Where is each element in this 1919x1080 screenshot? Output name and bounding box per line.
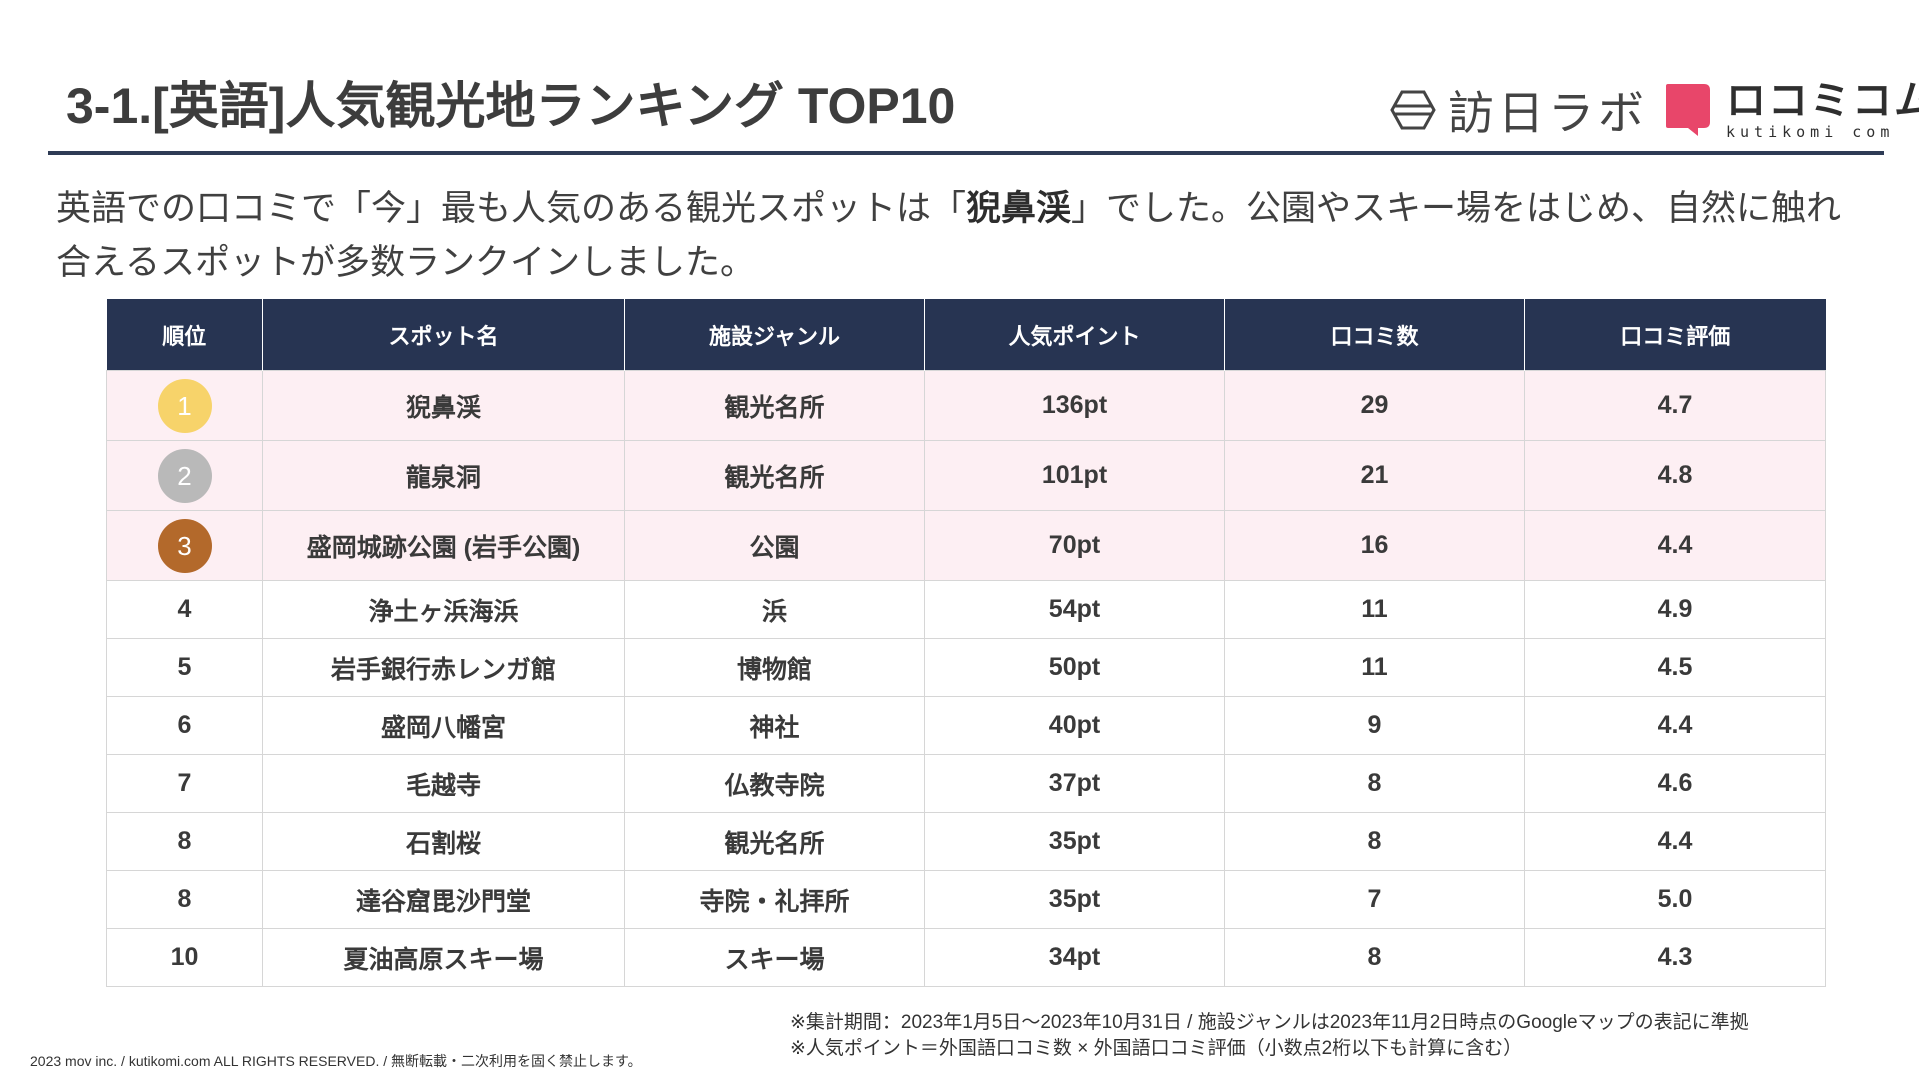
header-spot: スポット名 (262, 299, 625, 371)
header-reviews: 口コミ数 (1224, 299, 1525, 371)
reviews-cell: 8 (1224, 754, 1525, 813)
rank-cell: 8 (106, 812, 263, 871)
rating-cell: 4.8 (1524, 440, 1826, 511)
reviews-cell: 16 (1224, 510, 1525, 581)
spot-cell: 猊鼻渓 (262, 370, 625, 441)
reviews-cell: 11 (1224, 580, 1525, 639)
table-row: 8 石割桜 観光名所 35pt 8 4.4 (106, 812, 1826, 871)
points-cell: 35pt (924, 870, 1225, 929)
points-cell: 37pt (924, 754, 1225, 813)
spot-cell: 毛越寺 (262, 754, 625, 813)
inbound-lab-wordmark: 訪日ラボ (1448, 87, 1648, 139)
header-points: 人気ポイント (924, 299, 1225, 371)
genre-cell: 仏教寺院 (624, 754, 925, 813)
rating-cell: 4.6 (1524, 754, 1826, 813)
rank-cell: 10 (106, 928, 263, 987)
rank-cell: 3 (106, 510, 263, 581)
ranking-table: 順位 スポット名 施設ジャンル 人気ポイント 口コミ数 口コミ評価 1 猊鼻渓 … (106, 299, 1826, 987)
genre-cell: 神社 (624, 696, 925, 755)
genre-cell: 浜 (624, 580, 925, 639)
reviews-cell: 8 (1224, 928, 1525, 987)
table-row: 8 達谷窟毘沙門堂 寺院・礼拝所 35pt 7 5.0 (106, 870, 1826, 929)
points-cell: 34pt (924, 928, 1225, 987)
rank-cell: 5 (106, 638, 263, 697)
gold-medal-badge: 1 (157, 378, 212, 433)
genre-cell: 寺院・礼拝所 (624, 870, 925, 929)
lead-part1: 英語での口コミで「今」最も人気のある観光スポットは「 (56, 189, 967, 228)
genre-cell: 観光名所 (624, 440, 925, 511)
rank-cell: 8 (106, 870, 263, 929)
points-cell: 136pt (924, 370, 1225, 441)
silver-medal-badge: 2 (157, 448, 212, 503)
table-row: 6 盛岡八幡宮 神社 40pt 9 4.4 (106, 696, 1826, 755)
table-row: 2 龍泉洞 観光名所 101pt 21 4.8 (106, 440, 1826, 511)
bronze-medal-badge: 3 (157, 518, 212, 573)
reviews-cell: 7 (1224, 870, 1525, 929)
table-row: 7 毛越寺 仏教寺院 37pt 8 4.6 (106, 754, 1826, 813)
footnote-formula: ※人気ポイント＝外国語口コミ数 × 外国語口コミ評価（小数点2桁以下も計算に含む… (790, 1038, 1523, 1059)
table-row: 3 盛岡城跡公園 (岩手公園) 公園 70pt 16 4.4 (106, 510, 1826, 581)
copyright-text: 2023 mov inc. / kutikomi.com ALL RIGHTS … (30, 1053, 642, 1069)
rank-cell: 7 (106, 754, 263, 813)
inbound-lab-logo: 訪日ラボ (1390, 82, 1648, 139)
kutikomi-wordmark: ロコミコム kutikomi com (1726, 81, 1919, 140)
spot-cell: 盛岡八幡宮 (262, 696, 625, 755)
rating-cell: 4.4 (1524, 696, 1826, 755)
rating-cell: 5.0 (1524, 870, 1826, 929)
hexagon-logo-icon (1390, 90, 1436, 130)
spot-cell: 龍泉洞 (262, 440, 625, 511)
points-cell: 70pt (924, 510, 1225, 581)
points-cell: 35pt (924, 812, 1225, 871)
kutikomi-wordmark-en: kutikomi com (1726, 122, 1895, 141)
rating-cell: 4.7 (1524, 370, 1826, 441)
header-rating: 口コミ評価 (1524, 299, 1826, 371)
table-header-row: 順位 スポット名 施設ジャンル 人気ポイント 口コミ数 口コミ評価 (106, 299, 1826, 371)
points-cell: 101pt (924, 440, 1225, 511)
header-genre: 施設ジャンル (624, 299, 925, 371)
rating-cell: 4.3 (1524, 928, 1826, 987)
points-cell: 40pt (924, 696, 1225, 755)
rank-cell: 4 (106, 580, 263, 639)
spot-cell: 浄土ヶ浜海浜 (262, 580, 625, 639)
speech-bubble-logo-icon (1664, 82, 1712, 138)
points-cell: 54pt (924, 580, 1225, 639)
lead-part2: 」でした。公園やスキー場をはじめ、自然に触れ合えるスポットが多数ランクインしまし… (56, 189, 1842, 282)
lead-text: 英語での口コミで「今」最も人気のある観光スポットは「猊鼻渓」でした。公園やスキー… (56, 182, 1856, 290)
spot-cell: 石割桜 (262, 812, 625, 871)
footnote-period: ※集計期間：2023年1月5日〜2023年10月31日 / 施設ジャンルは202… (790, 1012, 1749, 1033)
footnotes: ※集計期間：2023年1月5日〜2023年10月31日 / 施設ジャンルは202… (790, 1010, 1749, 1062)
rating-cell: 4.5 (1524, 638, 1826, 697)
header-rank: 順位 (106, 299, 263, 371)
rating-cell: 4.9 (1524, 580, 1826, 639)
reviews-cell: 29 (1224, 370, 1525, 441)
genre-cell: 公園 (624, 510, 925, 581)
points-cell: 50pt (924, 638, 1225, 697)
rating-cell: 4.4 (1524, 812, 1826, 871)
genre-cell: 観光名所 (624, 370, 925, 441)
rank-cell: 6 (106, 696, 263, 755)
spot-cell: 岩手銀行赤レンガ館 (262, 638, 625, 697)
kutikomi-wordmark-jp: ロコミコム (1726, 78, 1919, 123)
table-row: 4 浄土ヶ浜海浜 浜 54pt 11 4.9 (106, 580, 1826, 639)
rank-cell: 1 (106, 370, 263, 441)
lead-highlight: 猊鼻渓 (966, 189, 1072, 228)
table-row: 1 猊鼻渓 観光名所 136pt 29 4.7 (106, 370, 1826, 441)
reviews-cell: 8 (1224, 812, 1525, 871)
title-divider (48, 151, 1884, 155)
table-row: 5 岩手銀行赤レンガ館 博物館 50pt 11 4.5 (106, 638, 1826, 697)
table-row: 10 夏油高原スキー場 スキー場 34pt 8 4.3 (106, 928, 1826, 987)
reviews-cell: 9 (1224, 696, 1525, 755)
spot-cell: 盛岡城跡公園 (岩手公園) (262, 510, 625, 581)
genre-cell: 博物館 (624, 638, 925, 697)
genre-cell: スキー場 (624, 928, 925, 987)
spot-cell: 達谷窟毘沙門堂 (262, 870, 625, 929)
reviews-cell: 11 (1224, 638, 1525, 697)
rank-cell: 2 (106, 440, 263, 511)
rating-cell: 4.4 (1524, 510, 1826, 581)
kutikomi-logo: ロコミコム kutikomi com (1664, 80, 1919, 140)
genre-cell: 観光名所 (624, 812, 925, 871)
page-title: 3-1.[英語]人気観光地ランキング TOP10 (66, 78, 956, 134)
reviews-cell: 21 (1224, 440, 1525, 511)
spot-cell: 夏油高原スキー場 (262, 928, 625, 987)
